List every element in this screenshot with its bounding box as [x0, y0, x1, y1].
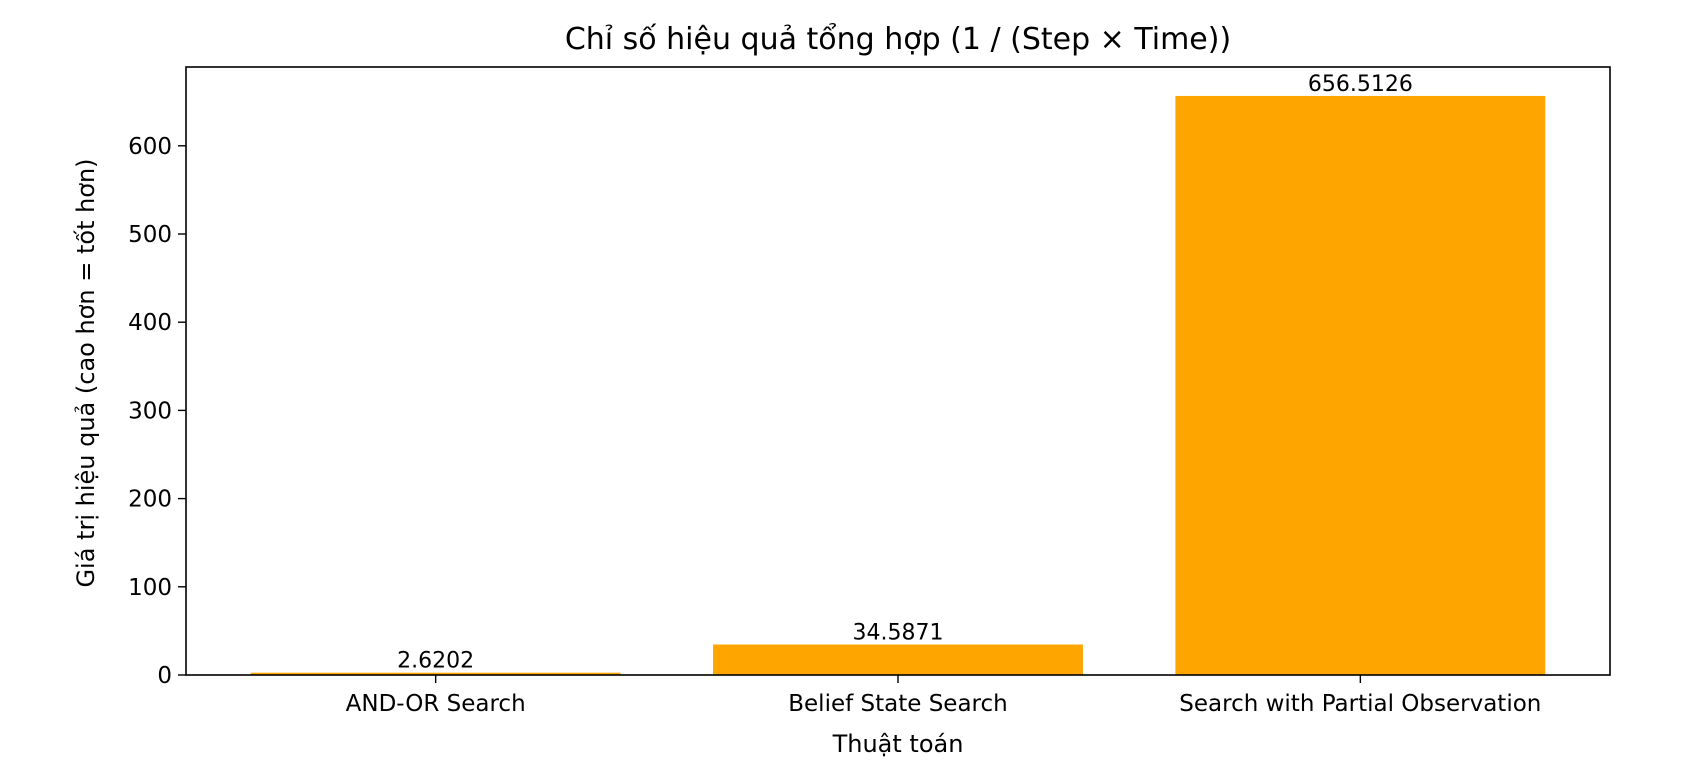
x-axis: AND-OR Search Belief State Search Search w…	[346, 675, 1541, 717]
y-axis: 0 100 200 300 400 500 600	[128, 134, 186, 689]
y-tick-label-5: 500	[128, 222, 172, 248]
bar-0	[250, 672, 621, 675]
bar-value-label-2: 656.5126	[1308, 72, 1413, 97]
bar-2	[1175, 95, 1546, 676]
plot-area: 2.6202 34.5871 656.5126	[250, 72, 1546, 676]
x-tick-label-1: Belief State Search	[788, 691, 1007, 717]
y-tick-label-1: 100	[128, 575, 172, 601]
bar-value-label-0: 2.6202	[397, 649, 474, 674]
x-tick-label-0: AND-OR Search	[346, 691, 526, 717]
plot-frame	[185, 66, 1611, 676]
y-tick-label-0: 0	[157, 663, 172, 689]
y-tick-label-3: 300	[128, 398, 172, 424]
y-tick-label-4: 400	[128, 310, 172, 336]
y-tick-label-2: 200	[128, 487, 172, 513]
y-axis-label: Giá trị hiệu quả (cao hơn = tốt hơn)	[72, 158, 100, 587]
y-tick-label-6: 600	[128, 134, 172, 160]
x-tick-label-2: Search with Partial Observation	[1179, 691, 1541, 717]
chart-title: Chỉ số hiệu quả tổng hợp (1 / (Step × Ti…	[565, 21, 1231, 57]
bar-1	[713, 644, 1083, 675]
bar-value-label-1: 34.5871	[853, 620, 944, 645]
x-axis-label: Thuật toán	[832, 730, 964, 758]
